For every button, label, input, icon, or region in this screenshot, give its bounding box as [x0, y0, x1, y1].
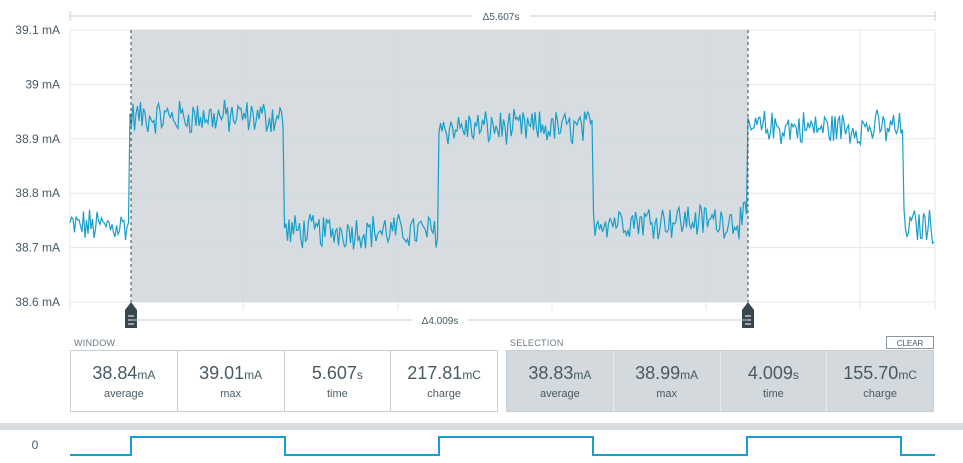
y-axis: 39.1 mA 39 mA 38.9 mA 38.8 mA 38.7 mA 38.6 mA	[15, 23, 60, 309]
window-average-label: average	[103, 387, 144, 400]
y-tick-label: 39 mA	[25, 77, 60, 91]
y-tick-label: 38.6 mA	[15, 295, 60, 309]
clear-selection-button[interactable]: CLEAR	[886, 336, 934, 349]
y-tick-label: 39.1 mA	[15, 23, 60, 37]
window-charge-value: 217.81	[407, 362, 463, 383]
window-charge-label: charge	[427, 387, 461, 400]
window-time-value: 5.607	[311, 362, 357, 383]
selection-charge-label: charge	[863, 387, 897, 400]
window-stats-panel: 38.84mA average 39.01mA max 5.607s time …	[70, 350, 498, 412]
drag-handle-icon[interactable]	[125, 302, 137, 328]
window-time-label: time	[326, 387, 348, 400]
selection-average-value: 38.83	[528, 362, 574, 383]
drag-handle-icon[interactable]	[742, 302, 754, 328]
selection-max-value: 38.99	[635, 362, 681, 383]
selection-charge: 155.70mC charge	[827, 351, 933, 411]
digital-channel-divider[interactable]	[0, 423, 963, 430]
selection-panel-title: SELECTION	[510, 338, 564, 348]
selection-time: 4.009s time	[721, 351, 828, 411]
window-time-unit: s	[356, 367, 363, 382]
selection-start-handle[interactable]	[125, 302, 137, 328]
current-trace	[69, 99, 935, 250]
y-tick-label: 38.7 mA	[15, 241, 60, 255]
selection-max-label: max	[656, 387, 678, 400]
selection-average-unit: mA	[573, 367, 592, 382]
digital-channels: 0	[32, 436, 935, 456]
window-max-label: max	[220, 387, 242, 400]
selection-average: 38.83mA average	[507, 351, 614, 411]
digital-channel-label: 0	[32, 438, 39, 452]
window-time: 5.607s time	[285, 351, 392, 411]
window-delta-label: Δ5.607s	[483, 12, 520, 23]
selection-time-value: 4.009	[747, 362, 793, 383]
selection-average-label: average	[539, 387, 580, 400]
window-average-unit: mA	[137, 367, 156, 382]
window-panel-title: WINDOW	[74, 338, 116, 348]
current-chart[interactable]: 39.1 mA 39 mA 38.9 mA 38.8 mA 38.7 mA 38.6 mA…	[0, 0, 963, 332]
selection-max-unit: mA	[680, 367, 699, 382]
y-tick-label: 38.9 mA	[15, 132, 60, 146]
selection-charge-unit: mC	[898, 367, 917, 382]
selection-stats-panel: 38.83mA average 38.99mA max 4.009s time …	[506, 350, 934, 412]
window-max: 39.01mA max	[178, 351, 285, 411]
selection-max: 38.99mA max	[614, 351, 721, 411]
window-max-value: 39.01	[199, 362, 245, 383]
window-average-value: 38.84	[92, 362, 138, 383]
y-tick-label: 38.8 mA	[15, 186, 60, 200]
selection-charge-value: 155.70	[843, 362, 899, 383]
window-max-unit: mA	[244, 367, 263, 382]
selection-time-unit: s	[792, 367, 799, 382]
selection-delta-label: Δ4.009s	[422, 316, 459, 327]
window-charge: 217.81mC charge	[391, 351, 497, 411]
selection-time-label: time	[762, 387, 784, 400]
selection-end-handle[interactable]	[742, 302, 754, 328]
selection-region[interactable]	[131, 30, 748, 302]
digital-channel-0-trace	[70, 436, 935, 456]
window-average: 38.84mA average	[71, 351, 178, 411]
window-charge-unit: mC	[462, 367, 481, 382]
